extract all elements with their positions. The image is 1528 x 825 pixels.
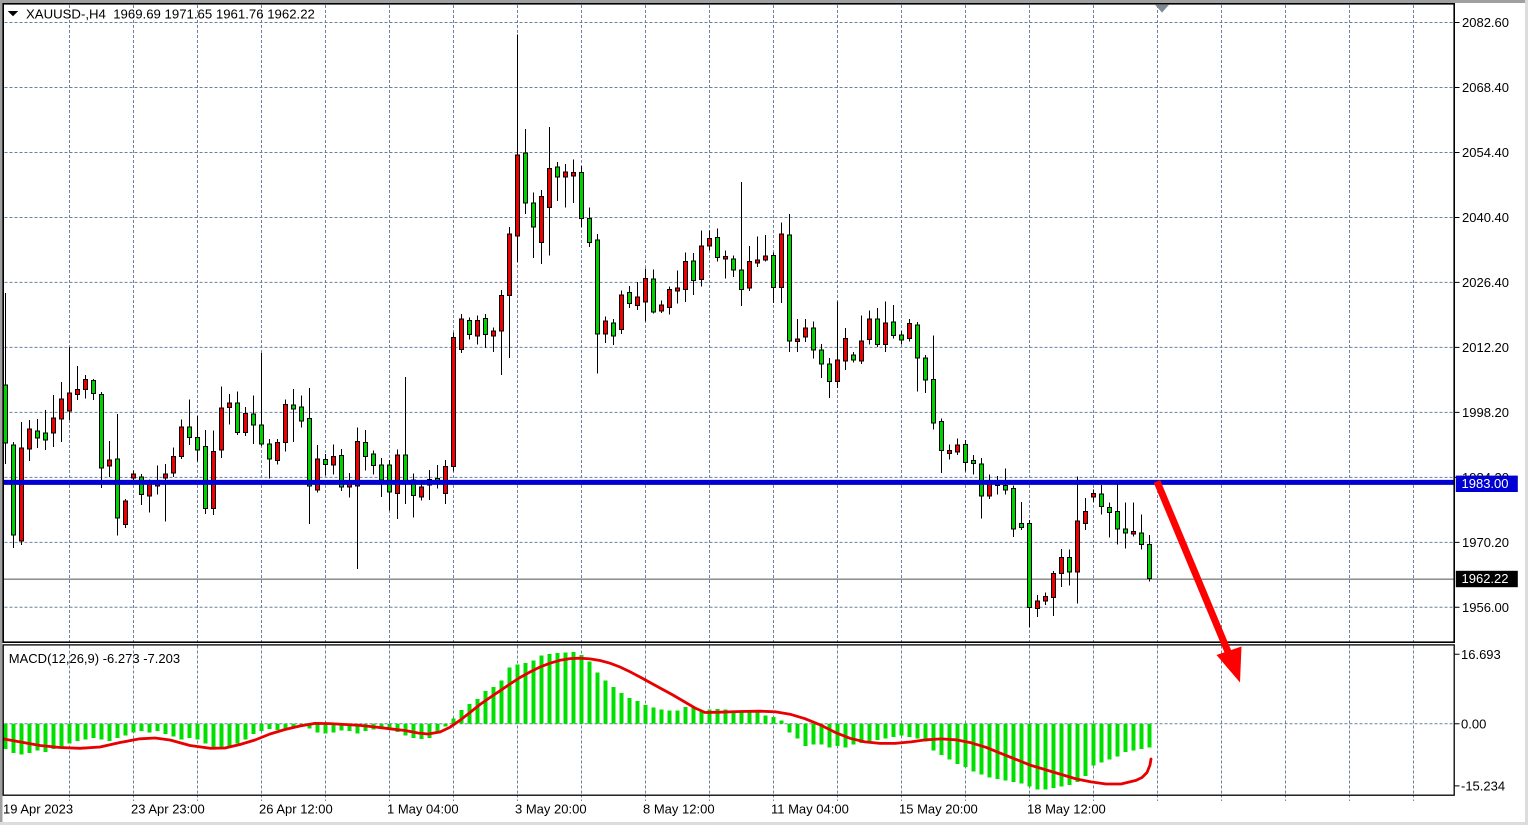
svg-text:1956.00: 1956.00 <box>1462 600 1509 615</box>
svg-text:15 May 20:00: 15 May 20:00 <box>899 802 978 817</box>
svg-text:2040.40: 2040.40 <box>1462 210 1509 225</box>
svg-text:18 May 12:00: 18 May 12:00 <box>1027 802 1106 817</box>
svg-text:2068.40: 2068.40 <box>1462 80 1509 95</box>
svg-text:0.00: 0.00 <box>1461 716 1486 731</box>
svg-text:XAUUSD-,H4 1969.69 1971.65 19: XAUUSD-,H4 1969.69 1971.65 1961.76 1962.… <box>26 6 315 21</box>
svg-text:2012.20: 2012.20 <box>1462 340 1509 355</box>
svg-text:3 May 20:00: 3 May 20:00 <box>515 802 587 817</box>
svg-text:-15.234: -15.234 <box>1461 779 1505 794</box>
svg-text:MACD(12,26,9) -6.273 -7.203: MACD(12,26,9) -6.273 -7.203 <box>9 651 180 666</box>
svg-text:2054.40: 2054.40 <box>1462 145 1509 160</box>
svg-text:2026.40: 2026.40 <box>1462 275 1509 290</box>
svg-text:1 May 04:00: 1 May 04:00 <box>387 802 459 817</box>
svg-text:2082.60: 2082.60 <box>1462 15 1509 30</box>
svg-text:8 May 12:00: 8 May 12:00 <box>643 802 715 817</box>
svg-text:1962.22: 1962.22 <box>1462 571 1509 586</box>
svg-text:11 May 04:00: 11 May 04:00 <box>771 802 849 817</box>
svg-text:19 Apr 2023: 19 Apr 2023 <box>3 802 73 817</box>
svg-text:1983.00: 1983.00 <box>1462 476 1509 491</box>
svg-text:16.693: 16.693 <box>1461 647 1501 662</box>
svg-text:23 Apr 23:00: 23 Apr 23:00 <box>131 802 205 817</box>
svg-text:26 Apr 12:00: 26 Apr 12:00 <box>259 802 333 817</box>
svg-text:1998.20: 1998.20 <box>1462 405 1509 420</box>
svg-text:1970.20: 1970.20 <box>1462 535 1509 550</box>
